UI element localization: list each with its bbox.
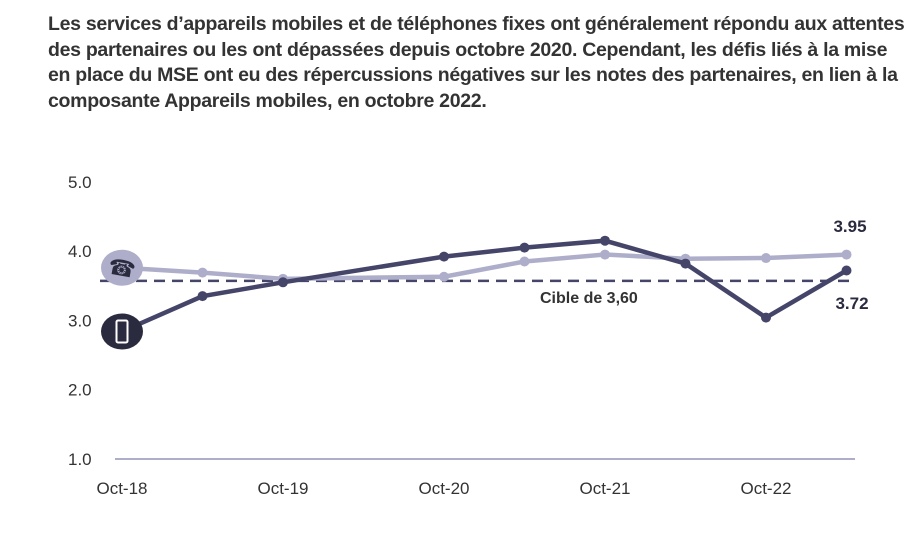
x-tick-label: Oct-21 xyxy=(579,479,630,498)
data-point xyxy=(680,258,691,269)
data-point xyxy=(197,291,208,302)
data-point xyxy=(519,256,530,267)
data-point xyxy=(197,267,208,278)
data-point xyxy=(519,242,530,253)
x-tick-label: Oct-20 xyxy=(418,479,469,498)
y-tick-label: 2.0 xyxy=(68,381,92,400)
data-point xyxy=(600,235,610,246)
data-point xyxy=(439,271,449,282)
end-value-label: 3.95 xyxy=(833,217,866,236)
target-label: Cible de 3,60 xyxy=(540,290,638,307)
data-point xyxy=(841,249,852,260)
x-tick-label: Oct-19 xyxy=(257,479,308,498)
data-point xyxy=(841,265,852,276)
mobile-phone-icon-badge xyxy=(101,313,143,350)
data-point xyxy=(600,249,610,260)
data-point xyxy=(439,251,449,262)
phone-icon-badge xyxy=(101,249,143,286)
end-value-label: 3.72 xyxy=(835,294,868,313)
phone-icon: ☎ xyxy=(106,254,137,283)
x-tick-label: Oct-18 xyxy=(96,479,147,498)
series-line-1 xyxy=(121,238,848,334)
chart-title: Les services d’appareils mobiles et de t… xyxy=(48,13,905,112)
y-tick-label: 1.0 xyxy=(68,450,92,469)
data-point xyxy=(761,253,771,264)
data-point xyxy=(278,277,288,288)
y-tick-label: 5.0 xyxy=(68,173,92,192)
y-tick-label: 3.0 xyxy=(68,311,92,330)
x-tick-label: Oct-22 xyxy=(740,479,791,498)
data-point xyxy=(761,312,771,323)
series-line-0 xyxy=(121,252,847,282)
mobile-phone-icon xyxy=(115,319,129,344)
y-tick-label: 4.0 xyxy=(68,242,92,261)
